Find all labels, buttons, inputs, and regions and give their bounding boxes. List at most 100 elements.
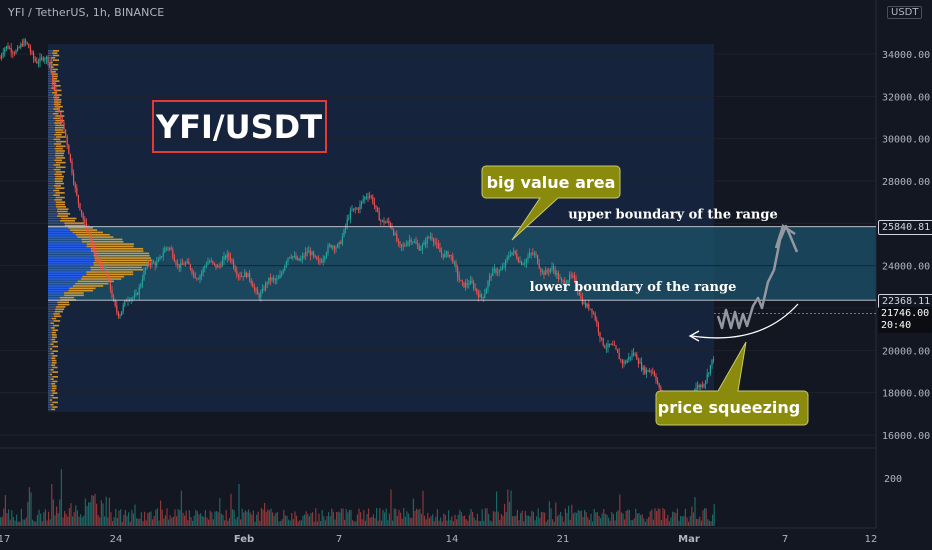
volume-bar: [475, 520, 477, 526]
profile-bar: [48, 84, 54, 87]
profile-bar: [53, 168, 61, 171]
profile-bar: [53, 54, 60, 57]
candle-body: [383, 220, 385, 224]
volume-bar: [640, 515, 642, 526]
volume-bar: [609, 520, 611, 526]
volume-bar: [100, 500, 102, 526]
candle-body: [263, 288, 265, 290]
profile-bar: [48, 110, 56, 113]
candle-body: [113, 297, 115, 300]
candle-body: [55, 90, 57, 103]
candle-body: [535, 253, 537, 256]
profile-bar: [48, 285, 73, 287]
candle-body: [402, 245, 404, 247]
candle-body: [167, 247, 169, 249]
profile-bar: [52, 324, 60, 327]
volume-bar: [377, 520, 379, 526]
candle-body: [511, 252, 513, 255]
currency-badge[interactable]: USDT: [887, 6, 923, 19]
volume-bar: [603, 509, 605, 526]
profile-bar: [55, 136, 66, 138]
volume-bar: [188, 510, 190, 526]
candle-body: [65, 129, 67, 136]
profile-bar: [51, 87, 56, 89]
volume-bar: [465, 519, 467, 526]
candle-body: [420, 249, 422, 251]
volume-bar: [11, 510, 13, 526]
volume-bar: [4, 495, 6, 526]
volume-bar: [208, 519, 210, 526]
candle-body: [527, 256, 529, 260]
profile-bar: [50, 394, 54, 397]
volume-bar: [344, 519, 346, 526]
candle-body: [319, 260, 321, 262]
profile-bar: [48, 271, 87, 273]
candle-body: [101, 266, 103, 270]
volume-bar: [72, 516, 74, 526]
volume-bar: [507, 489, 509, 526]
profile-bar: [48, 245, 87, 248]
candle-body: [591, 308, 593, 313]
profile-bar: [48, 57, 52, 59]
candle-body: [612, 344, 614, 346]
profile-bar: [55, 154, 64, 157]
profile-bar: [53, 117, 60, 120]
profile-bar: [48, 143, 54, 145]
candle-body: [287, 257, 289, 262]
candle-body: [407, 241, 409, 245]
volume-bar: [270, 508, 272, 526]
candle-body: [529, 253, 531, 257]
volume-bar: [318, 513, 320, 526]
volume-bar: [136, 518, 138, 526]
volume-bar: [241, 508, 243, 526]
candle-body: [497, 272, 499, 274]
profile-bar: [48, 341, 53, 343]
profile-bar: [72, 285, 104, 287]
volume-bar: [294, 511, 296, 526]
volume-bar: [372, 514, 374, 526]
candle-body: [445, 251, 447, 254]
volume-bar: [35, 521, 37, 526]
volume-bar: [708, 520, 710, 526]
candle-body: [138, 287, 140, 295]
profile-bar: [48, 208, 58, 210]
callout-value-area: [481, 165, 621, 241]
candle-body: [711, 359, 713, 366]
profile-bar: [48, 329, 53, 332]
volume-bar: [692, 512, 694, 526]
candle-body: [149, 264, 151, 265]
volume-bar: [710, 521, 712, 526]
candle-body: [556, 272, 558, 275]
volume-bar: [700, 520, 702, 526]
profile-bar: [52, 376, 58, 378]
candle-body: [117, 311, 119, 317]
candle-body: [452, 256, 454, 263]
candle-body: [2, 52, 4, 56]
candle-body: [653, 371, 655, 376]
volume-bar: [115, 508, 117, 526]
volume-bar: [499, 519, 501, 526]
profile-bar: [54, 122, 62, 124]
profile-bar: [52, 336, 57, 339]
volume-bar: [380, 520, 382, 526]
profile-bar: [53, 164, 61, 166]
candle-body: [252, 283, 254, 288]
candle-body: [271, 278, 273, 281]
volume-bar: [83, 515, 85, 526]
profile-bar: [48, 236, 78, 238]
candle-body: [36, 61, 38, 64]
volume-bar: [448, 510, 450, 526]
candle-body: [18, 47, 20, 49]
profile-bar: [70, 229, 98, 231]
volume-bar: [161, 509, 163, 526]
volume-bar: [673, 512, 675, 526]
volume-bar: [619, 494, 621, 526]
volume-bar: [574, 512, 576, 526]
candle-body: [401, 244, 403, 247]
volume-bar: [302, 515, 304, 526]
candle-body: [578, 290, 580, 296]
candle-body: [365, 196, 367, 198]
volume-bar: [339, 512, 341, 526]
candle-body: [388, 220, 390, 223]
